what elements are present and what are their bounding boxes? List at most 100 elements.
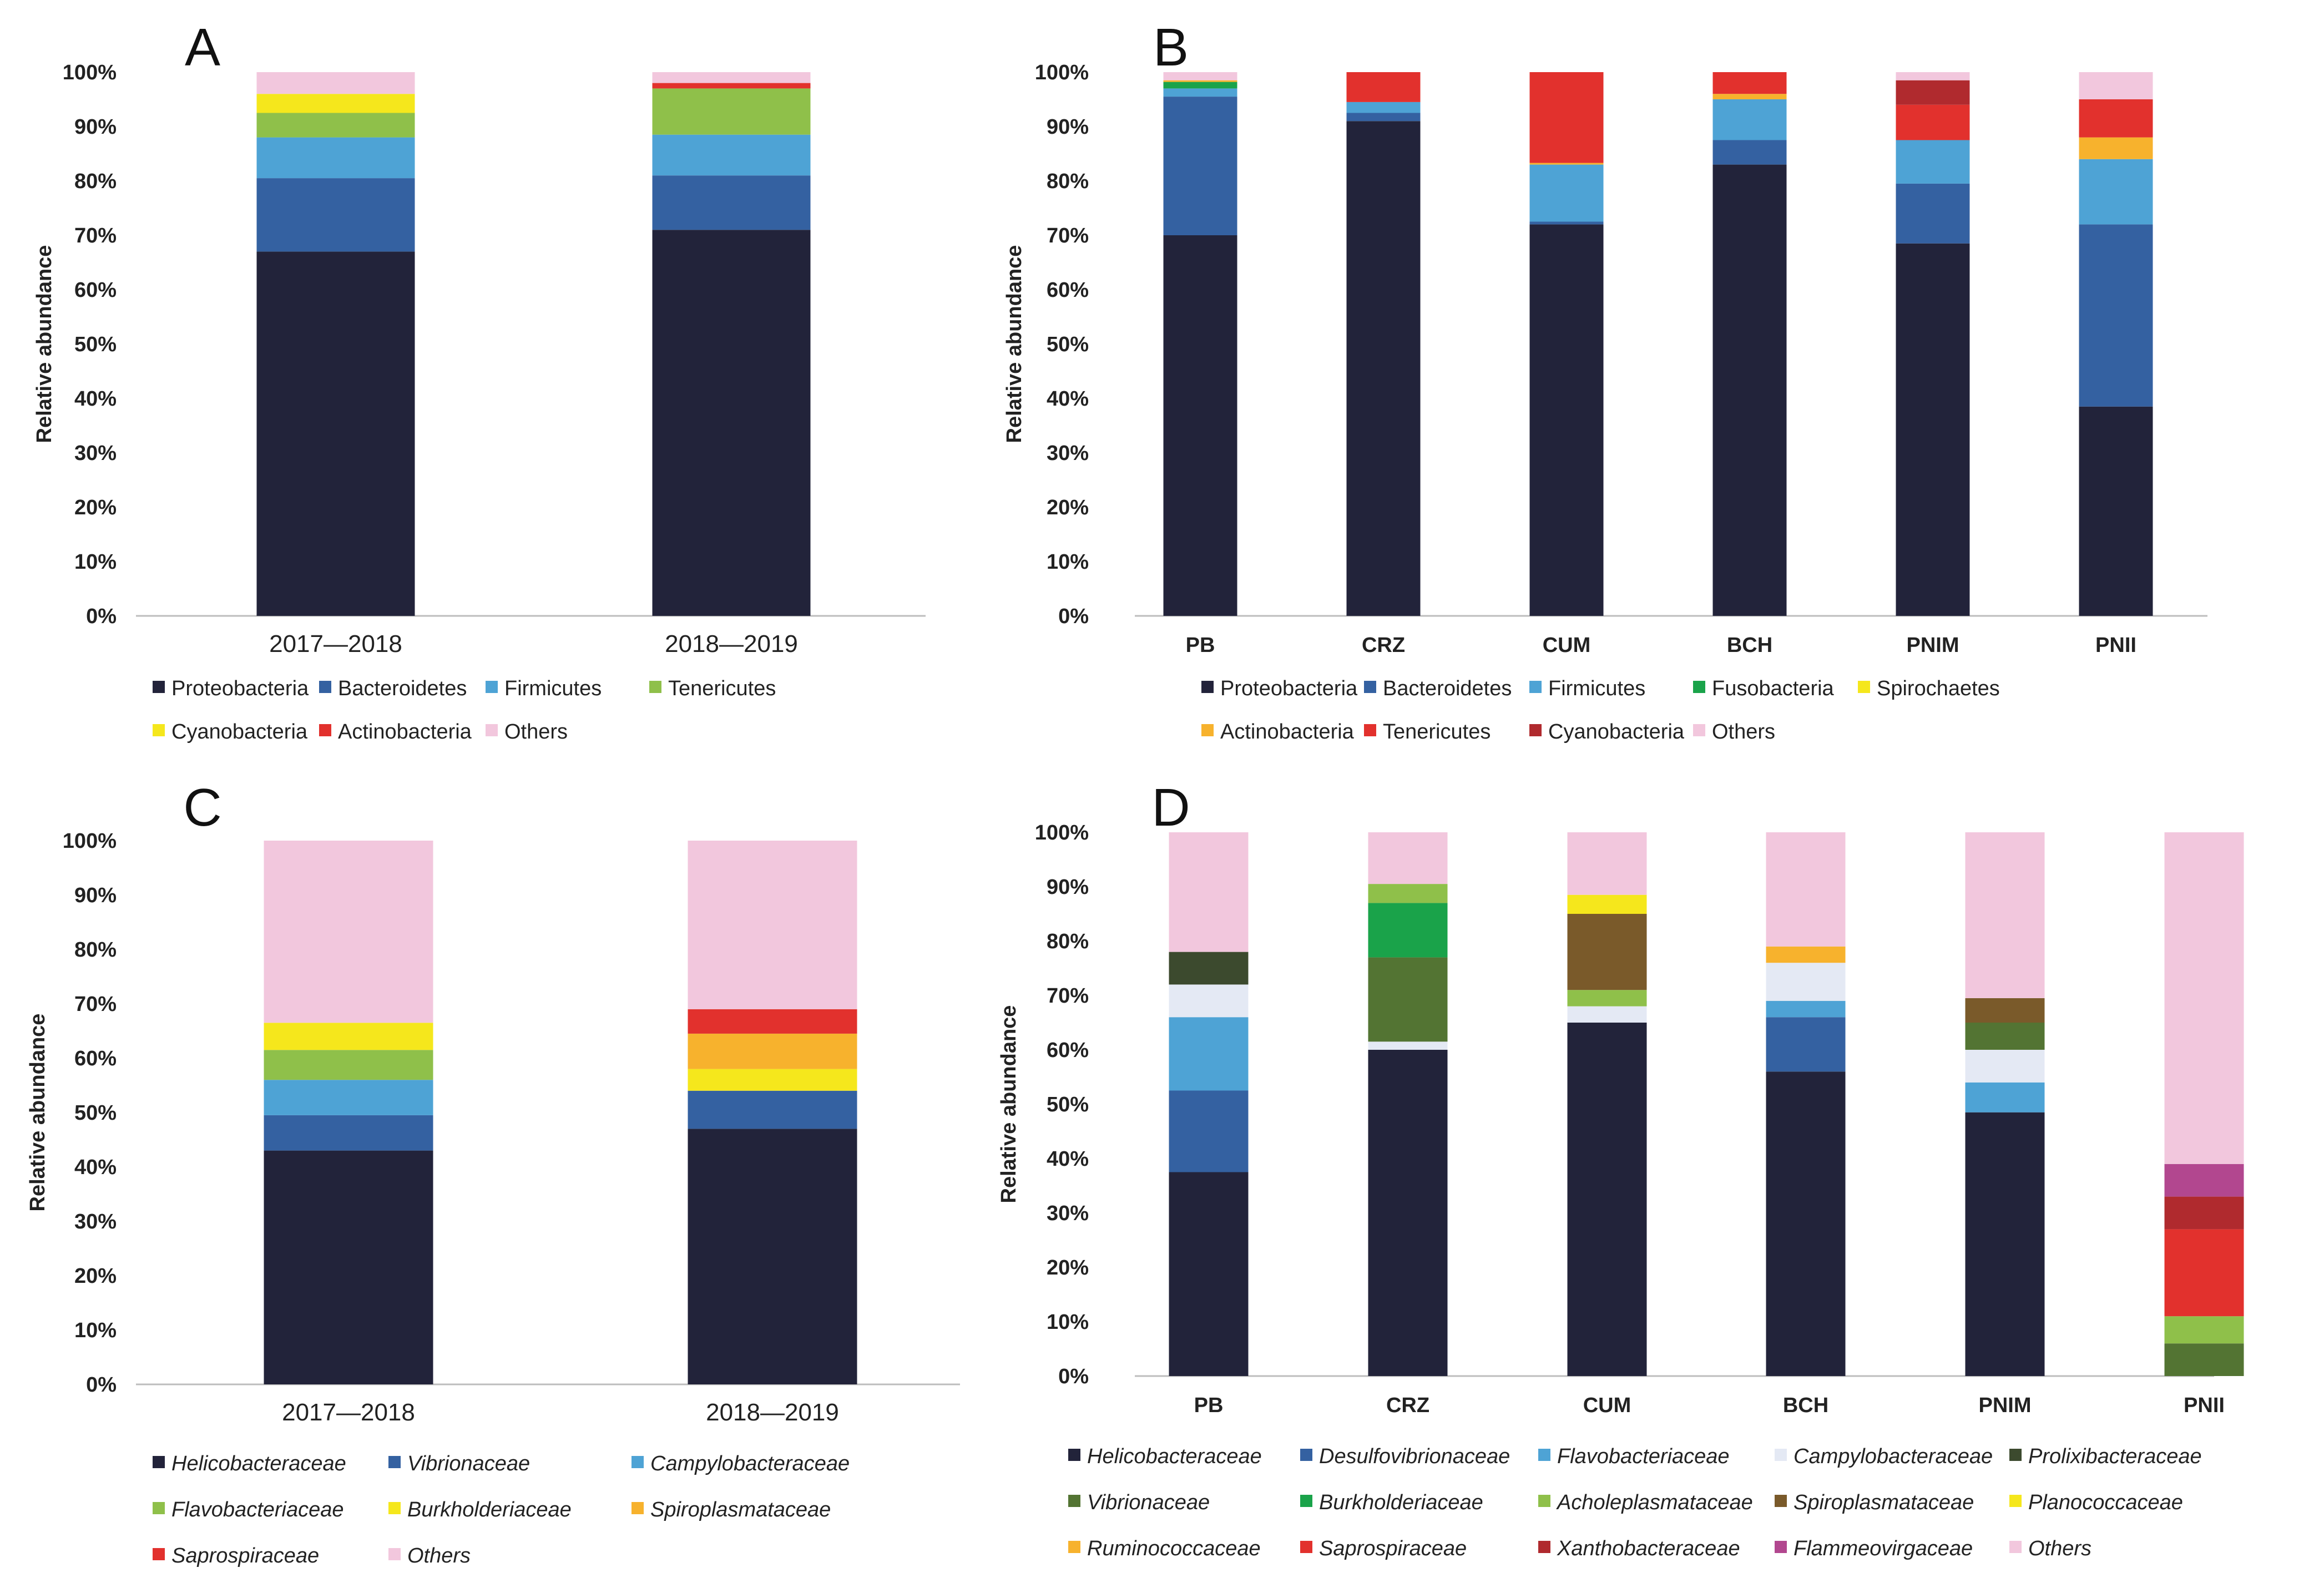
bar-segment (1529, 163, 1604, 165)
bar-segment (2079, 99, 2153, 138)
panel-a: A 0% 10% 20% 30% 40% 50% 60% 70% 80% 90% 100% Relati… (33, 18, 926, 744)
bar-segment (1766, 1071, 1846, 1376)
bar-segment (652, 72, 811, 83)
y-tick-label: 60% (1047, 1039, 1089, 1062)
panel-b: B 0% 10% 20% 30% 40% 50% 60% 70% 80% 90% 100% Relati… (1003, 18, 2207, 744)
legend-label: Prolixibacteraceae (2028, 1445, 2202, 1468)
bar-segment (2079, 406, 2153, 616)
legend-label: Saprospiraceae (171, 1544, 319, 1567)
legend-swatch (1201, 681, 1214, 693)
bar-segment (1567, 832, 1647, 895)
bar-segment (264, 1115, 433, 1151)
x-tick-label: 2017—2018 (269, 630, 402, 658)
y-tick-label: 60% (74, 1047, 117, 1070)
legend-swatch (1693, 724, 1705, 736)
legend-label: Spiroplasmataceae (650, 1498, 831, 1521)
y-tick-label: 10% (74, 1319, 117, 1342)
legend-swatch (1858, 681, 1870, 693)
x-tick-label: BCH (1727, 634, 1772, 657)
legend: Helicobacteraceae Desulfovibrionaceae Flav… (1068, 1445, 2202, 1560)
y-tick-label: 30% (74, 1210, 117, 1233)
y-axis-label: Relative abundance (1003, 245, 1026, 443)
bar-segment (1896, 80, 1970, 105)
bar-segment (688, 1069, 857, 1091)
legend-label: Actinobacteria (338, 720, 472, 744)
legend-label: Firmicutes (504, 677, 602, 700)
bar-segment (2079, 159, 2153, 225)
panel-letter: D (1151, 778, 1190, 837)
legend-label: Others (1712, 720, 1775, 744)
bar-segment (1965, 1082, 2045, 1112)
x-tick-label: PNIM (1979, 1394, 2032, 1417)
y-tick-label: 50% (74, 1101, 117, 1125)
x-tick-label: BCH (1783, 1394, 1828, 1417)
legend-swatch (319, 724, 331, 736)
bar-segment (688, 1009, 857, 1034)
legend-swatch (1300, 1495, 1312, 1507)
legend-swatch (388, 1456, 401, 1468)
legend-label: Others (407, 1544, 471, 1567)
bar-segment (652, 175, 811, 230)
x-tick-label: PB (1194, 1394, 1224, 1417)
legend-swatch (1538, 1449, 1550, 1461)
bar-segment (1529, 221, 1604, 225)
bar-segment (1368, 903, 1448, 958)
legend: Proteobacteria Bacteroidetes Firmicutes Ten… (153, 677, 776, 744)
legend-label: Acholeplasmataceae (1556, 1491, 1753, 1514)
legend-swatch (1538, 1495, 1550, 1507)
y-axis-label: Relative abundance (33, 245, 56, 443)
bar-segment (1169, 984, 1249, 1018)
x-tick-label: CRZ (1386, 1394, 1429, 1417)
bar-segment (1567, 914, 1647, 990)
bar-segment (1346, 113, 1421, 122)
y-tick-label: 70% (1047, 984, 1089, 1008)
bar-segment (1896, 140, 1970, 184)
y-tick-label: 30% (1047, 442, 1089, 465)
legend-swatch (1538, 1541, 1550, 1553)
bar-segment (1368, 1050, 1448, 1376)
bar-segment (1766, 963, 1846, 1001)
bar-segment (652, 230, 811, 616)
legend-swatch (486, 681, 498, 693)
bar-segment (2164, 1343, 2244, 1376)
panel-letter: C (183, 778, 221, 837)
y-tick-label: 80% (74, 938, 117, 962)
legend-swatch (2009, 1541, 2022, 1553)
y-tick-label: 60% (1047, 279, 1089, 302)
bar-segment (1169, 832, 1249, 952)
y-tick-label: 50% (74, 333, 117, 356)
legend-label: Vibrionaceae (407, 1452, 530, 1475)
bar-segment (688, 1090, 857, 1129)
bar-segment (1163, 72, 1237, 80)
legend-label: Bacteroidetes (1383, 677, 1512, 700)
legend-label: Fusobacteria (1712, 677, 1835, 700)
legend-label: Campylobacteraceae (650, 1452, 850, 1475)
bar-segment (1529, 164, 1604, 222)
legend-label: Planococcaceae (2028, 1491, 2183, 1514)
legend-label: Tenericutes (1383, 720, 1491, 744)
legend-swatch (1529, 724, 1542, 736)
y-tick-label: 80% (1047, 930, 1089, 953)
y-tick-label: 40% (74, 1156, 117, 1179)
bar-segment (1965, 832, 2045, 998)
bar-segment (264, 1023, 433, 1050)
legend-swatch (631, 1456, 644, 1468)
bar-segment (256, 137, 415, 179)
bar-segment (1712, 140, 1787, 165)
legend-label: Spirochaetes (1877, 677, 2000, 700)
y-tick-label: 0% (86, 1373, 117, 1397)
bar-segment (256, 178, 415, 252)
y-axis-label: Relative abundance (997, 1005, 1020, 1203)
legend-swatch (153, 681, 165, 693)
y-tick-label: 20% (74, 1265, 117, 1288)
bar-segment (256, 113, 415, 138)
bar-segment (264, 1080, 433, 1115)
legend-swatch (153, 724, 165, 736)
x-tick-label: 2017—2018 (282, 1399, 415, 1426)
x-tick-label: CUM (1583, 1394, 1631, 1417)
bar-segment (2079, 137, 2153, 159)
legend-label: Burkholderiaceae (407, 1498, 572, 1521)
y-tick-label: 40% (74, 387, 117, 411)
bar-segment (1368, 1041, 1448, 1050)
